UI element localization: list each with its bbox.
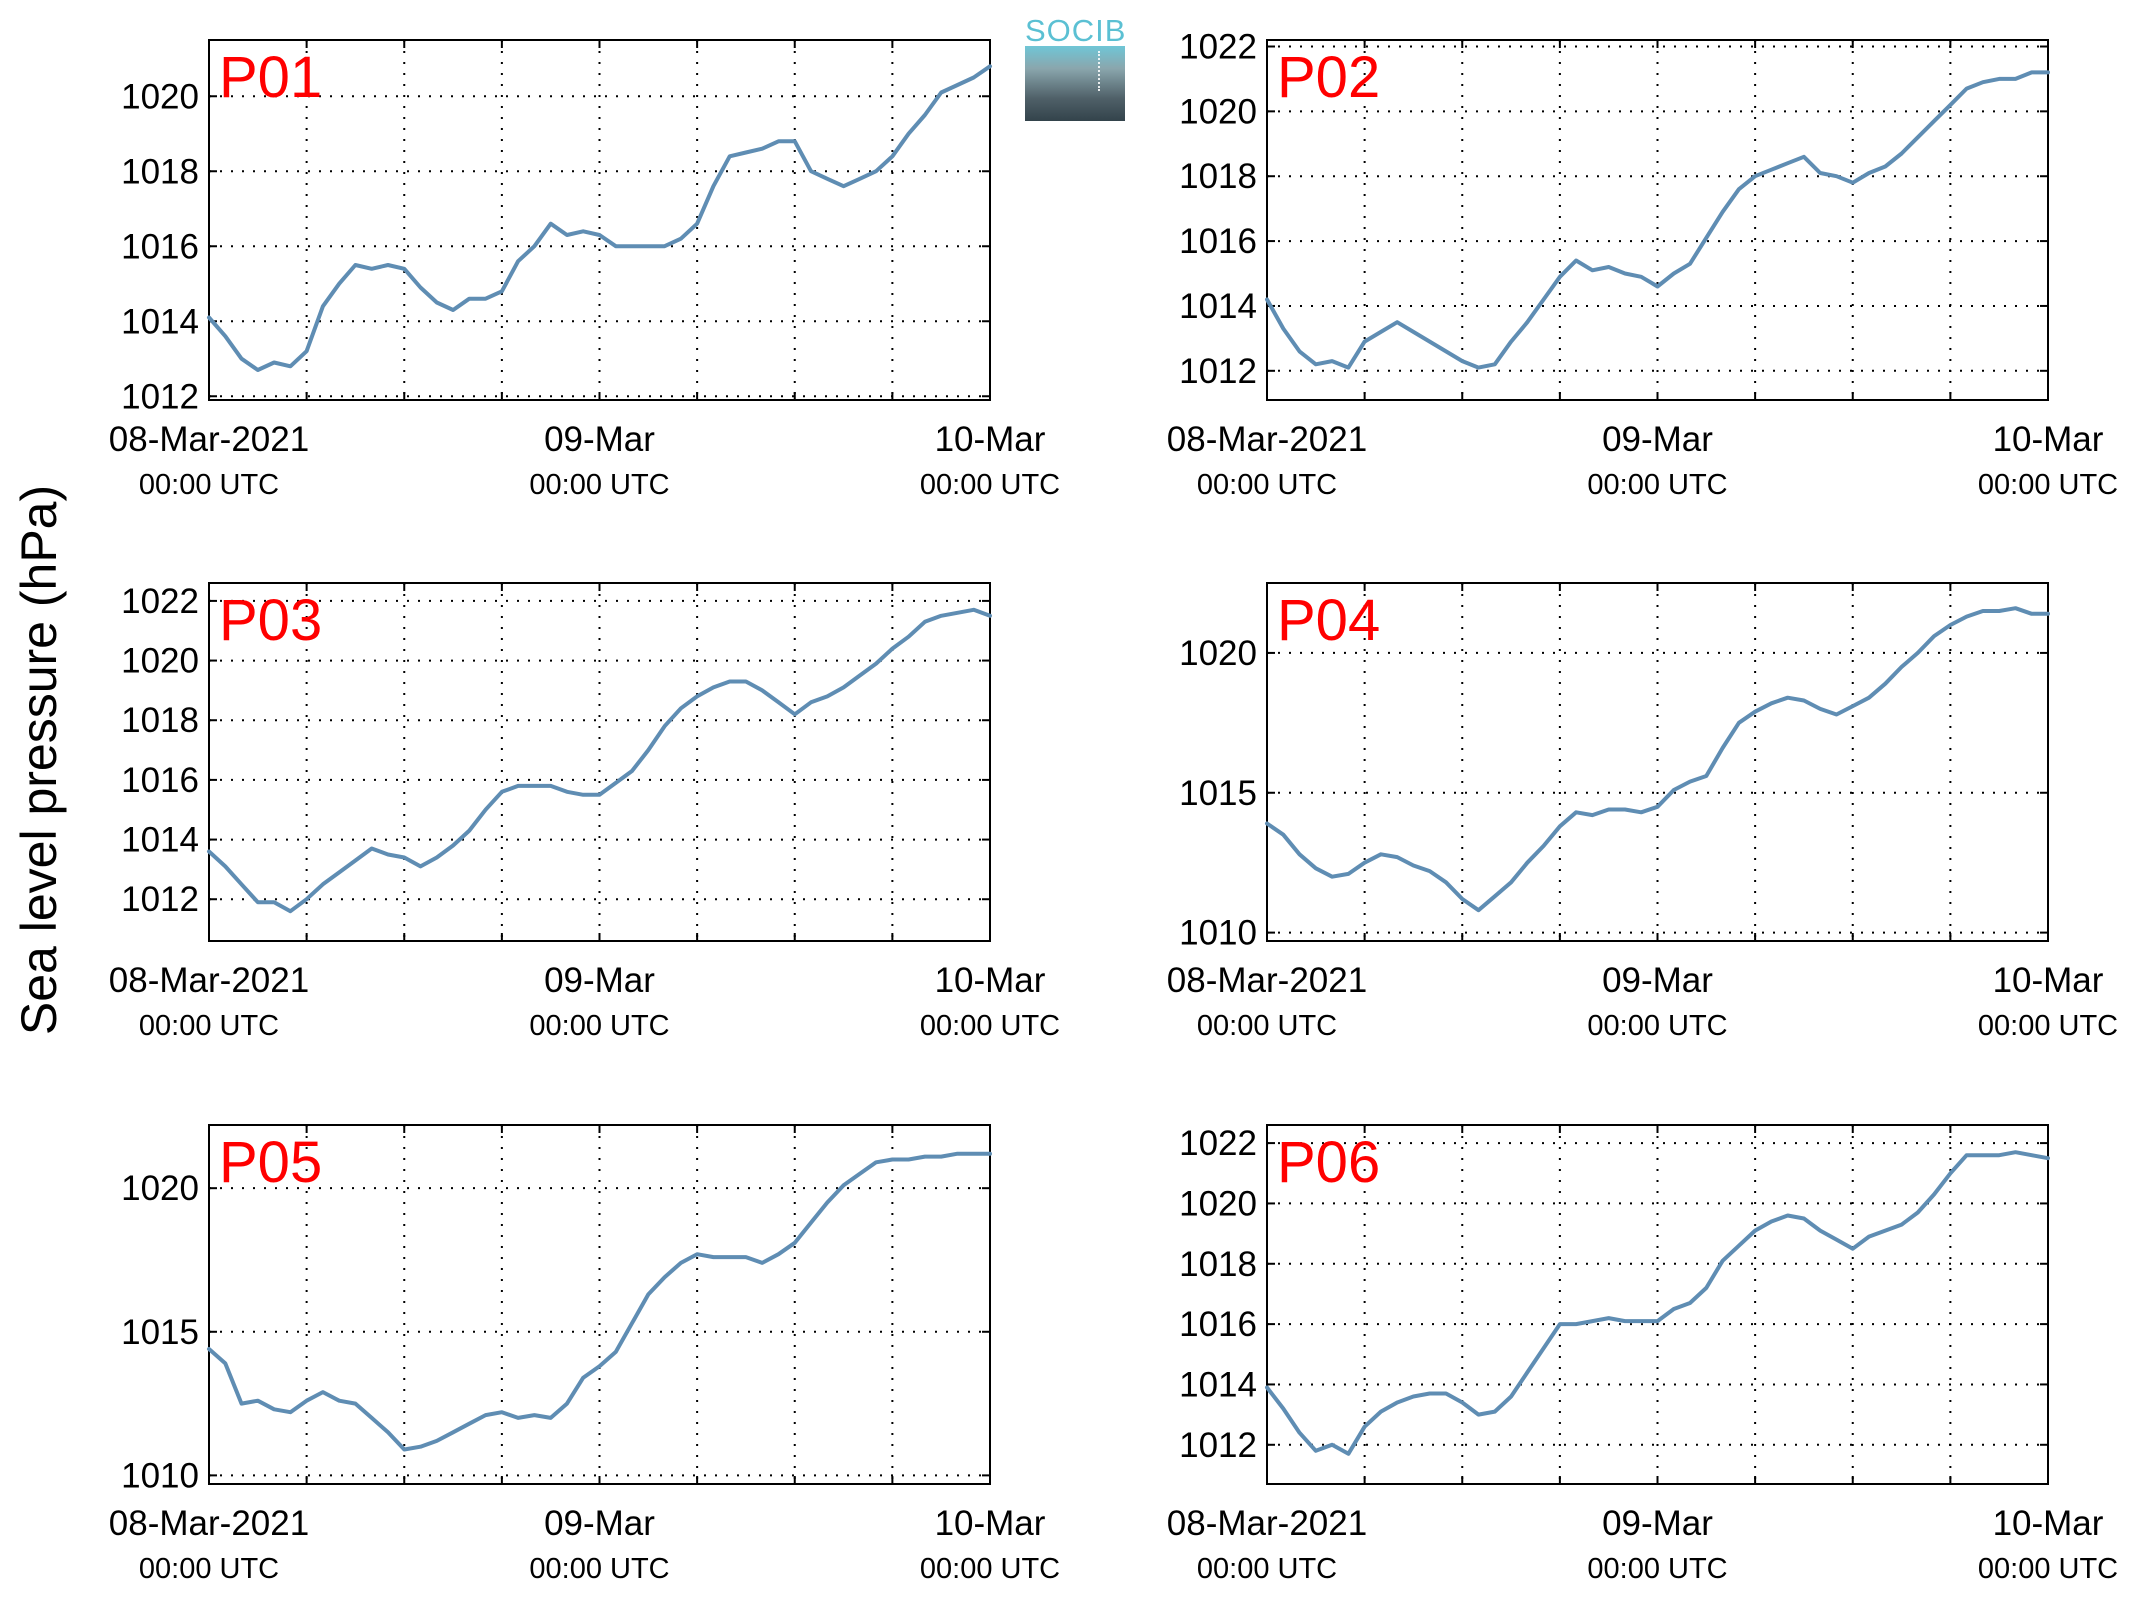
panel-p03: 1012 1014 1016 1018 1020 1022 08-Mar-2021 00:00… [109, 582, 1060, 1042]
panel-p06: 1012 1014 1016 1018 1020 1022 08-Mar-2021 00:00… [1167, 1124, 2118, 1585]
xtick-date-label: 08-Mar-2021 [1167, 1504, 1367, 1543]
ytick-label: 1015 [1179, 774, 1257, 813]
ytick-label: 1022 [121, 582, 199, 621]
series-line [207, 607, 992, 914]
xtick-time-label: 00:00 UTC [1197, 469, 1337, 501]
xtick-date-label: 09-Mar [1602, 1504, 1713, 1543]
series-line [1265, 1150, 2050, 1456]
socib-logo: SOCIB [1025, 13, 1125, 121]
panel-p04: 1010 1015 1020 08-Mar-2021 00:00 UTC 09-Mar 00… [1167, 582, 2118, 1042]
xtick-time-label: 00:00 UTC [1587, 1010, 1727, 1042]
panel-label: P06 [1277, 1130, 1380, 1195]
panel-label: P04 [1277, 588, 1380, 653]
xtick-date-label: 09-Mar [544, 420, 655, 459]
panel-label: P01 [219, 45, 322, 110]
ytick-label: 1018 [121, 701, 199, 740]
xtick-time-label: 00:00 UTC [1587, 469, 1727, 501]
ytick-label: 1015 [121, 1313, 199, 1352]
xtick-time-label: 00:00 UTC [529, 1553, 669, 1585]
xtick-time-label: 00:00 UTC [1978, 469, 2118, 501]
xtick-date-label: 09-Mar [544, 961, 655, 1000]
xtick-date-label: 10-Mar [1993, 1504, 2104, 1543]
ytick-label: 1018 [1179, 157, 1257, 196]
xtick-date-label: 08-Mar-2021 [109, 420, 309, 459]
xtick-time-label: 00:00 UTC [920, 469, 1060, 501]
ytick-label: 1020 [1179, 92, 1257, 131]
xtick-date-label: 08-Mar-2021 [1167, 961, 1367, 1000]
xtick-time-label: 00:00 UTC [920, 1553, 1060, 1585]
ytick-label: 1014 [1179, 287, 1257, 326]
socib-logo-dots [1098, 51, 1102, 91]
ytick-label: 1016 [121, 761, 199, 800]
xtick-date-label: 10-Mar [935, 961, 1046, 1000]
ytick-label: 1012 [121, 377, 199, 416]
axes-frame [1266, 39, 2049, 401]
xtick-time-label: 00:00 UTC [139, 1553, 279, 1585]
socib-logo-mark [1025, 46, 1125, 121]
panel-label: P03 [219, 588, 322, 653]
ytick-label: 1014 [121, 821, 199, 860]
xtick-time-label: 00:00 UTC [1978, 1553, 2118, 1585]
ytick-label: 1022 [1179, 27, 1257, 66]
ytick-label: 1014 [121, 302, 199, 341]
axes-frame [208, 39, 991, 401]
xtick-date-label: 08-Mar-2021 [109, 961, 309, 1000]
panel-label: P05 [219, 1130, 322, 1195]
ytick-label: 1020 [1179, 634, 1257, 673]
socib-logo-text: SOCIB [1025, 13, 1127, 48]
ytick-label: 1012 [121, 880, 199, 919]
xtick-time-label: 00:00 UTC [139, 469, 279, 501]
ytick-label: 1010 [1179, 914, 1257, 953]
panel-p05: 1010 1015 1020 08-Mar-2021 00:00 UTC 09-Mar 00… [109, 1124, 1060, 1585]
figure-ylabel: Sea level pressure (hPa) [11, 485, 67, 1035]
ytick-label: 1010 [121, 1456, 199, 1495]
ytick-label: 1020 [1179, 1184, 1257, 1223]
series-line [1265, 606, 2050, 913]
panel-p02: 1012 1014 1016 1018 1020 1022 08-Mar-2021 00:00… [1167, 27, 2118, 501]
ytick-label: 1018 [1179, 1245, 1257, 1284]
series-line [207, 1151, 992, 1452]
xtick-date-label: 09-Mar [544, 1504, 655, 1543]
xtick-time-label: 00:00 UTC [1197, 1553, 1337, 1585]
ytick-label: 1020 [121, 1169, 199, 1208]
xtick-date-label: 10-Mar [935, 420, 1046, 459]
xtick-time-label: 00:00 UTC [139, 1010, 279, 1042]
ytick-label: 1012 [1179, 1426, 1257, 1465]
axes-frame [1266, 1124, 2049, 1485]
ytick-label: 1018 [121, 152, 199, 191]
xtick-date-label: 10-Mar [1993, 961, 2104, 1000]
ytick-label: 1012 [1179, 352, 1257, 391]
xtick-date-label: 08-Mar-2021 [1167, 420, 1367, 459]
ytick-label: 1020 [121, 642, 199, 681]
xtick-time-label: 00:00 UTC [1197, 1010, 1337, 1042]
axes-frame [208, 1124, 991, 1485]
xtick-date-label: 09-Mar [1602, 961, 1713, 1000]
xtick-time-label: 00:00 UTC [1978, 1010, 2118, 1042]
ytick-label: 1022 [1179, 1124, 1257, 1163]
xtick-date-label: 10-Mar [935, 1504, 1046, 1543]
xtick-date-label: 09-Mar [1602, 420, 1713, 459]
xtick-time-label: 00:00 UTC [920, 1010, 1060, 1042]
ytick-label: 1020 [121, 77, 199, 116]
series-line [1265, 70, 2050, 370]
ytick-label: 1014 [1179, 1365, 1257, 1404]
xtick-time-label: 00:00 UTC [529, 469, 669, 501]
xtick-date-label: 10-Mar [1993, 420, 2104, 459]
ytick-label: 1016 [1179, 1305, 1257, 1344]
axes-frame [208, 582, 991, 942]
xtick-date-label: 08-Mar-2021 [109, 1504, 309, 1543]
xtick-time-label: 00:00 UTC [529, 1010, 669, 1042]
panel-label: P02 [1277, 45, 1380, 110]
ytick-label: 1016 [1179, 222, 1257, 261]
panel-p01: 1012 1014 1016 1018 1020 08-Mar-2021 00:00 UTC… [109, 39, 1060, 501]
ytick-label: 1016 [121, 227, 199, 266]
series-line [207, 64, 992, 372]
xtick-time-label: 00:00 UTC [1587, 1553, 1727, 1585]
